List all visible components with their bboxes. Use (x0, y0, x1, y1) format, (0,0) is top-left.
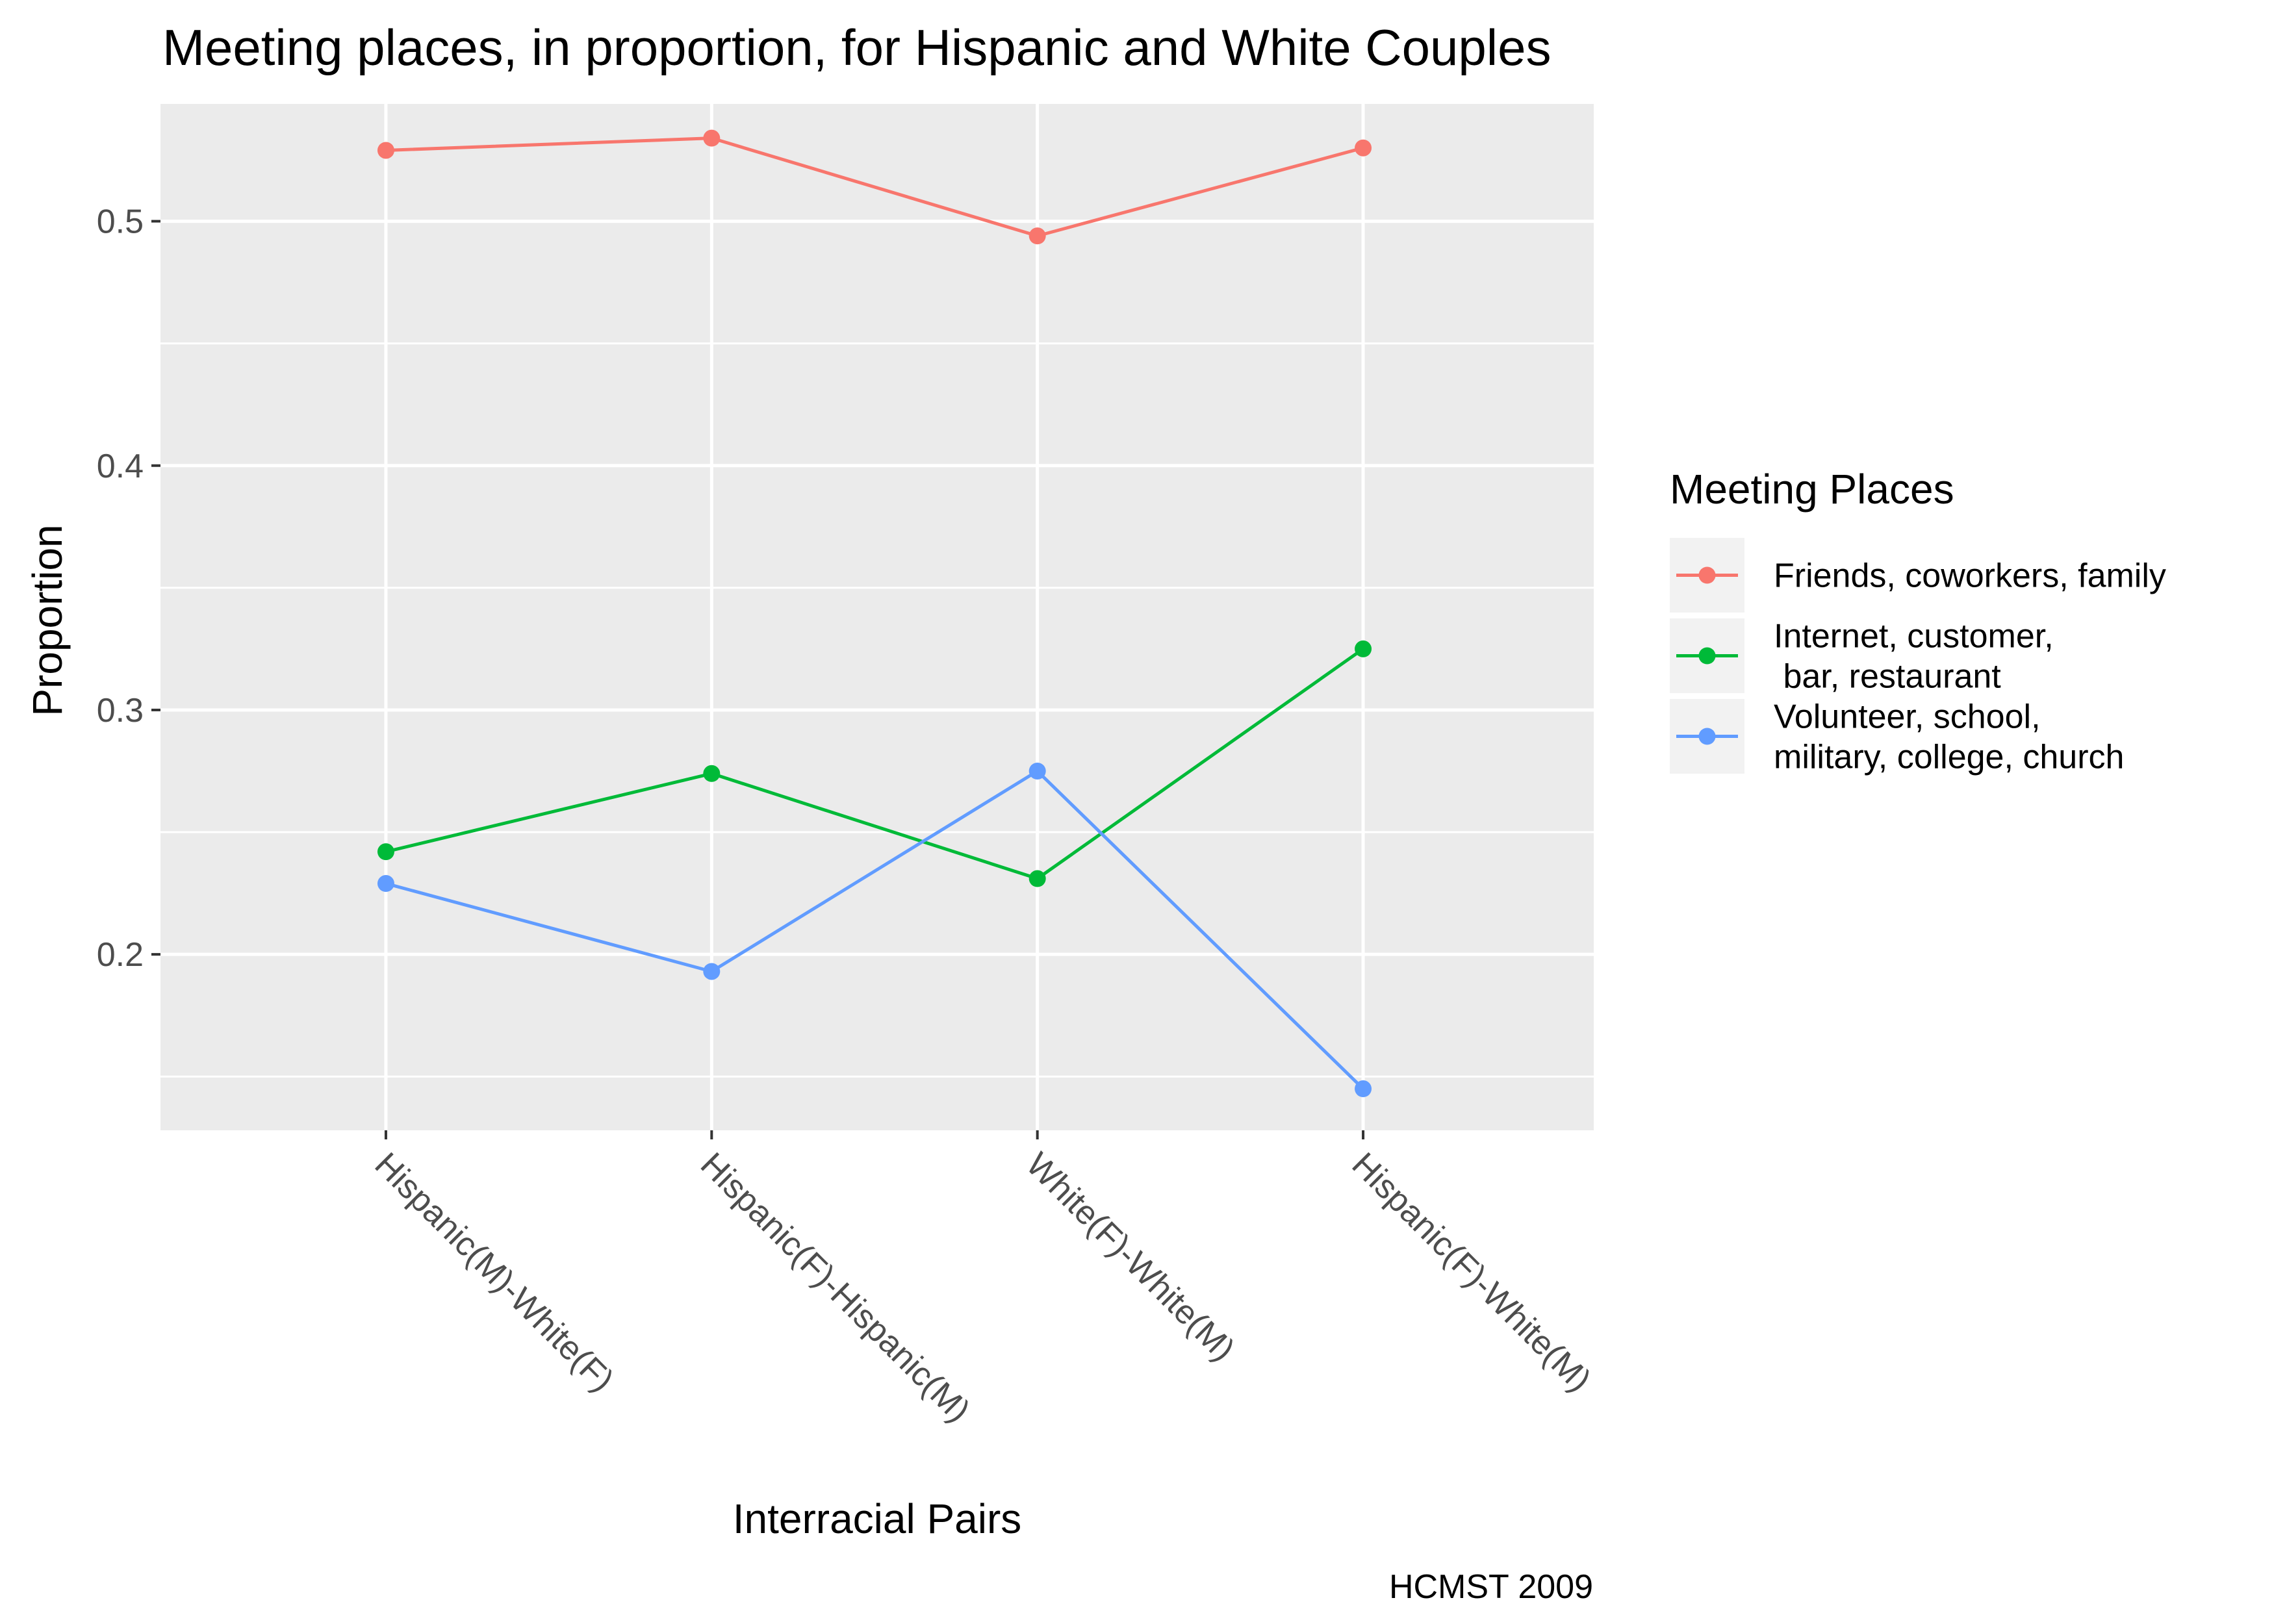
data-point (703, 963, 721, 980)
y-tick-label: 0.5 (97, 203, 144, 241)
data-point (1355, 139, 1372, 157)
caption: HCMST 2009 (1389, 1568, 1593, 1606)
legend-label: Internet, customer, bar, restaurant (1774, 618, 2054, 696)
x-tick-label: Hispanic(M)-White(F) (367, 1145, 620, 1399)
legend-key-point (1698, 728, 1716, 745)
legend-title: Meeting Places (1670, 466, 1954, 513)
legend-label: Volunteer, school, military, college, chu… (1774, 698, 2124, 776)
chart-title: Meeting places, in proportion, for Hispa… (162, 19, 1551, 76)
x-tick-label: Hispanic(F)-Hispanic(M) (693, 1145, 977, 1429)
legend-key-point (1698, 647, 1716, 665)
y-tick-label: 0.4 (97, 448, 144, 485)
data-point (1355, 640, 1372, 657)
data-point (377, 142, 394, 159)
legend-items: Friends, coworkers, family Internet, cust… (1670, 538, 2166, 776)
series-line-1 (385, 647, 1364, 881)
data-point (1028, 763, 1046, 780)
legend-item-2: Volunteer, school, military, college, chu… (1670, 698, 2124, 776)
legend-label: Friends, coworkers, family (1774, 557, 2166, 595)
data-point (377, 843, 394, 861)
major-gridlines (160, 104, 1594, 1130)
minor-gridlines (160, 342, 1594, 1078)
x-axis: Hispanic(M)-White(F) Hispanic(F)-Hispanic… (367, 1130, 1598, 1430)
plot-area (160, 104, 1594, 1130)
series-lines (385, 136, 1364, 1090)
data-point (703, 765, 721, 782)
data-point (1028, 227, 1046, 245)
y-axis: 0.2 0.3 0.4 0.5 (97, 203, 160, 974)
data-point (1355, 1080, 1372, 1098)
series-line-2 (385, 769, 1364, 1090)
data-point (1028, 870, 1046, 887)
plot-panel-background (160, 104, 1594, 1130)
y-axis-title: Proportion (24, 524, 71, 716)
x-axis-title: Interracial Pairs (733, 1495, 1022, 1542)
series-points (377, 129, 1372, 1098)
x-tick-label: Hispanic(F)-White(M) (1345, 1145, 1598, 1399)
legend-item-0: Friends, coworkers, family (1670, 538, 2166, 613)
data-point (703, 129, 721, 147)
legend-key-point (1698, 566, 1716, 584)
y-tick-label: 0.2 (97, 936, 144, 974)
x-tick-label: White(F)-White(M) (1019, 1145, 1242, 1368)
series-line-0 (385, 136, 1364, 238)
y-tick-label: 0.3 (97, 692, 144, 730)
legend: Meeting Places Friends, coworkers, famil… (1670, 466, 2166, 776)
data-point (377, 875, 394, 893)
legend-item-1: Internet, customer, bar, restaurant (1670, 618, 2054, 696)
